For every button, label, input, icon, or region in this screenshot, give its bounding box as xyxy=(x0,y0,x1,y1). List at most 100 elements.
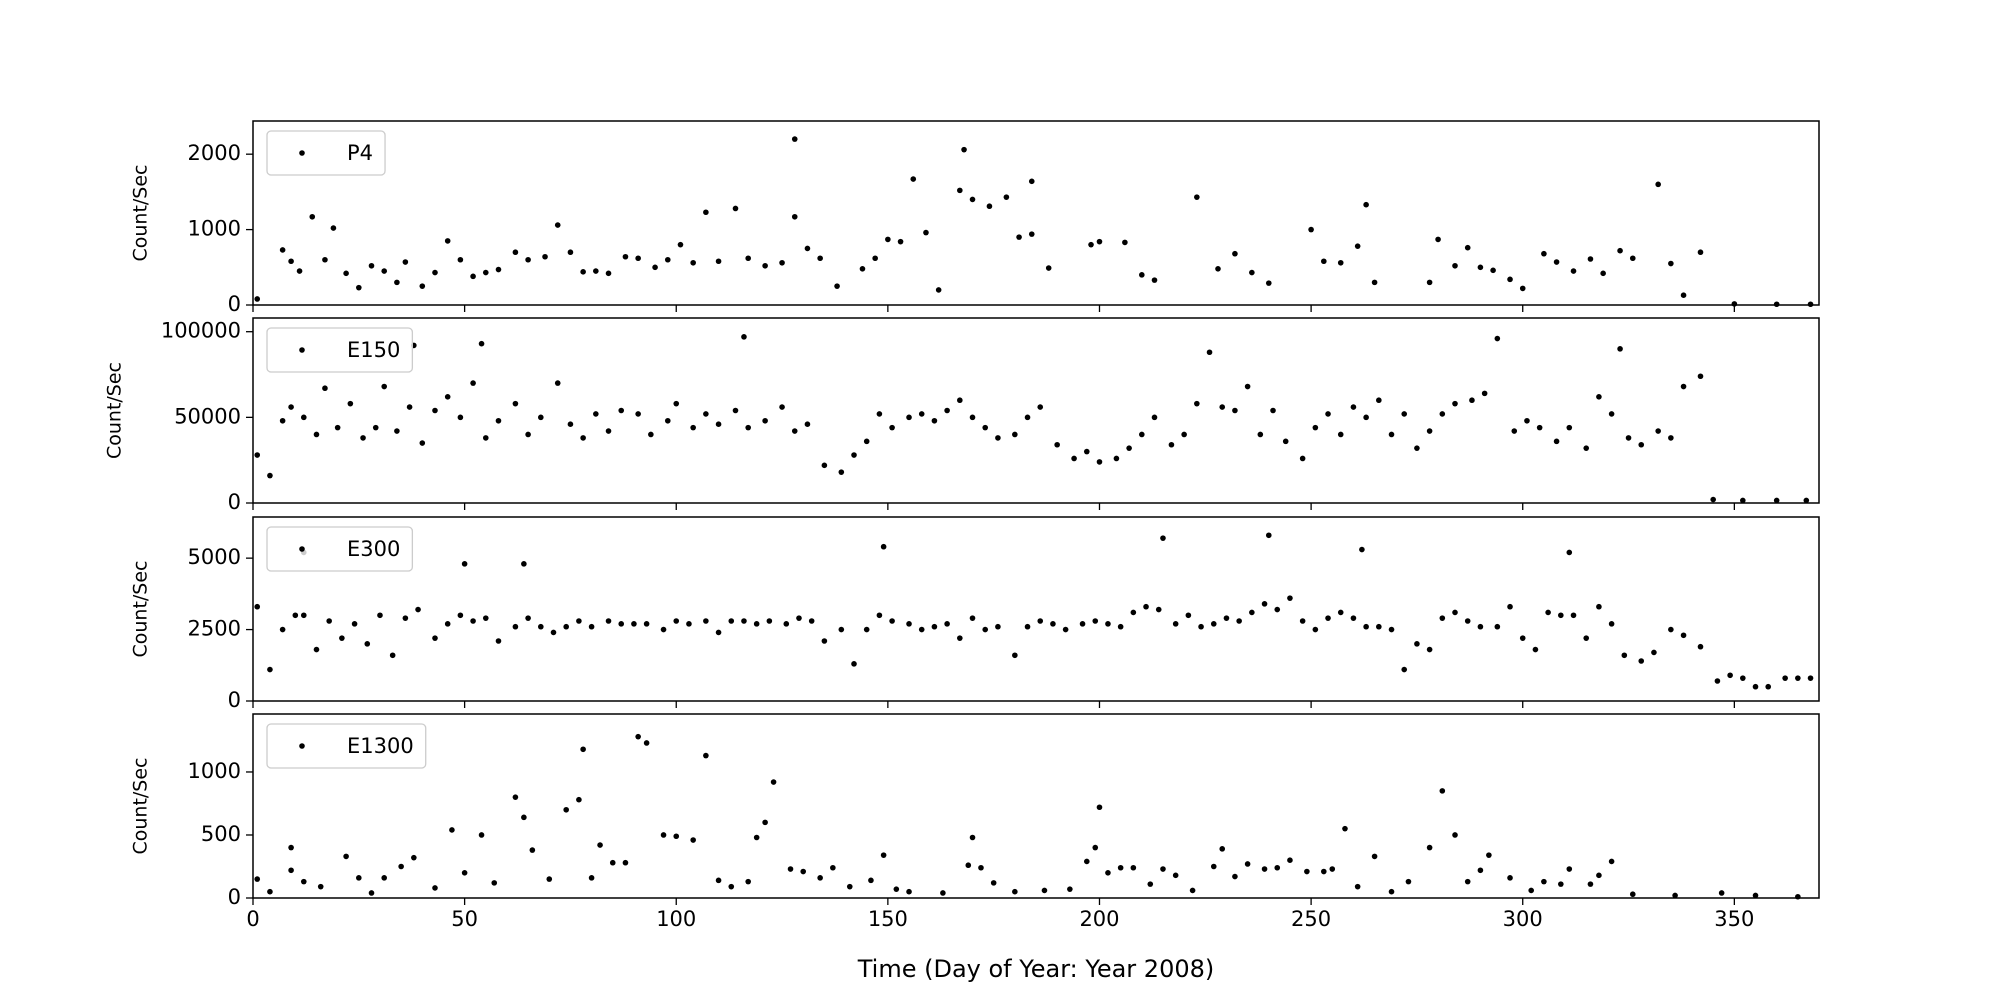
data-point xyxy=(1012,431,1018,438)
data-point xyxy=(1045,265,1052,271)
x-tick-label: 50 xyxy=(451,907,478,931)
data-point xyxy=(1185,612,1192,619)
data-point xyxy=(288,404,294,410)
data-point xyxy=(1232,873,1238,880)
data-point xyxy=(1680,632,1687,639)
data-point xyxy=(1558,612,1564,619)
data-point xyxy=(1037,404,1044,410)
data-point xyxy=(1079,621,1086,627)
data-point xyxy=(461,869,468,876)
data-point xyxy=(300,414,307,421)
data-point xyxy=(1388,431,1395,438)
data-point xyxy=(576,796,582,803)
data-point xyxy=(1265,280,1272,286)
y-tick-label: 5000 xyxy=(188,545,241,569)
data-point xyxy=(910,176,917,182)
data-point xyxy=(635,411,641,417)
data-point xyxy=(411,854,417,861)
data-point xyxy=(1718,890,1725,896)
data-point xyxy=(940,890,946,896)
data-point xyxy=(1807,301,1814,308)
data-point xyxy=(703,209,709,216)
data-point xyxy=(1570,268,1577,274)
data-point xyxy=(495,417,502,424)
legend-label: E300 xyxy=(347,537,400,561)
data-point xyxy=(732,205,739,212)
data-point xyxy=(580,746,586,753)
data-point xyxy=(1130,864,1137,871)
data-point xyxy=(1139,272,1145,278)
data-point xyxy=(872,255,878,262)
data-point xyxy=(495,266,502,273)
data-point xyxy=(254,296,261,302)
data-point xyxy=(605,618,612,624)
data-point xyxy=(635,255,641,262)
legend-label: P4 xyxy=(347,141,373,165)
data-point xyxy=(906,414,912,421)
data-point xyxy=(753,621,760,627)
y-axis-label: Count/Sec xyxy=(130,164,152,261)
data-point xyxy=(1566,549,1573,556)
data-point xyxy=(457,612,464,619)
data-point xyxy=(906,888,912,895)
data-point xyxy=(1807,675,1814,681)
data-point xyxy=(1426,844,1433,851)
data-point xyxy=(597,842,603,848)
data-point xyxy=(254,876,261,882)
data-point xyxy=(817,875,823,881)
legend-box xyxy=(266,327,414,373)
data-point xyxy=(1376,623,1382,630)
data-point xyxy=(1096,804,1103,811)
data-point xyxy=(1566,424,1573,431)
data-point xyxy=(1371,279,1378,286)
data-point xyxy=(635,733,641,740)
data-point xyxy=(449,827,455,833)
data-point xyxy=(1765,683,1772,690)
data-point xyxy=(791,136,798,142)
data-point xyxy=(1244,861,1251,867)
data-point xyxy=(990,880,997,886)
data-point xyxy=(885,236,891,243)
data-point xyxy=(804,421,811,428)
data-point xyxy=(1096,459,1103,465)
data-point xyxy=(1083,858,1090,865)
data-point xyxy=(1054,441,1060,448)
data-point xyxy=(690,424,696,431)
data-point xyxy=(482,435,489,441)
data-point xyxy=(660,832,667,838)
data-point xyxy=(1189,887,1196,894)
data-point xyxy=(1435,236,1441,243)
data-point xyxy=(432,885,438,891)
data-point xyxy=(402,615,409,621)
y-tick-label: 0 xyxy=(228,688,241,712)
data-point xyxy=(339,635,345,641)
data-point xyxy=(419,440,426,446)
data-point xyxy=(715,877,722,884)
y-axis-label: Count/Sec xyxy=(104,362,126,459)
data-point xyxy=(664,417,671,424)
data-point xyxy=(296,268,303,274)
data-point xyxy=(444,393,451,400)
data-point xyxy=(343,853,349,860)
data-point xyxy=(1210,863,1217,870)
data-point xyxy=(715,629,722,636)
y-tick-label: 500 xyxy=(201,822,241,846)
data-point xyxy=(542,253,548,260)
data-point xyxy=(791,213,798,220)
data-point xyxy=(1139,431,1145,438)
data-point xyxy=(1625,435,1632,441)
x-tick-label: 0 xyxy=(246,907,259,931)
data-point xyxy=(690,837,696,843)
data-point xyxy=(1092,844,1099,851)
data-point xyxy=(1494,335,1501,342)
data-point xyxy=(1553,259,1560,265)
data-point xyxy=(690,259,696,266)
data-point xyxy=(673,833,680,840)
data-point xyxy=(1519,285,1526,292)
data-point xyxy=(1528,887,1534,894)
data-point xyxy=(1003,194,1010,200)
data-point xyxy=(893,886,900,892)
data-point xyxy=(1257,431,1264,438)
data-point xyxy=(1795,675,1801,681)
